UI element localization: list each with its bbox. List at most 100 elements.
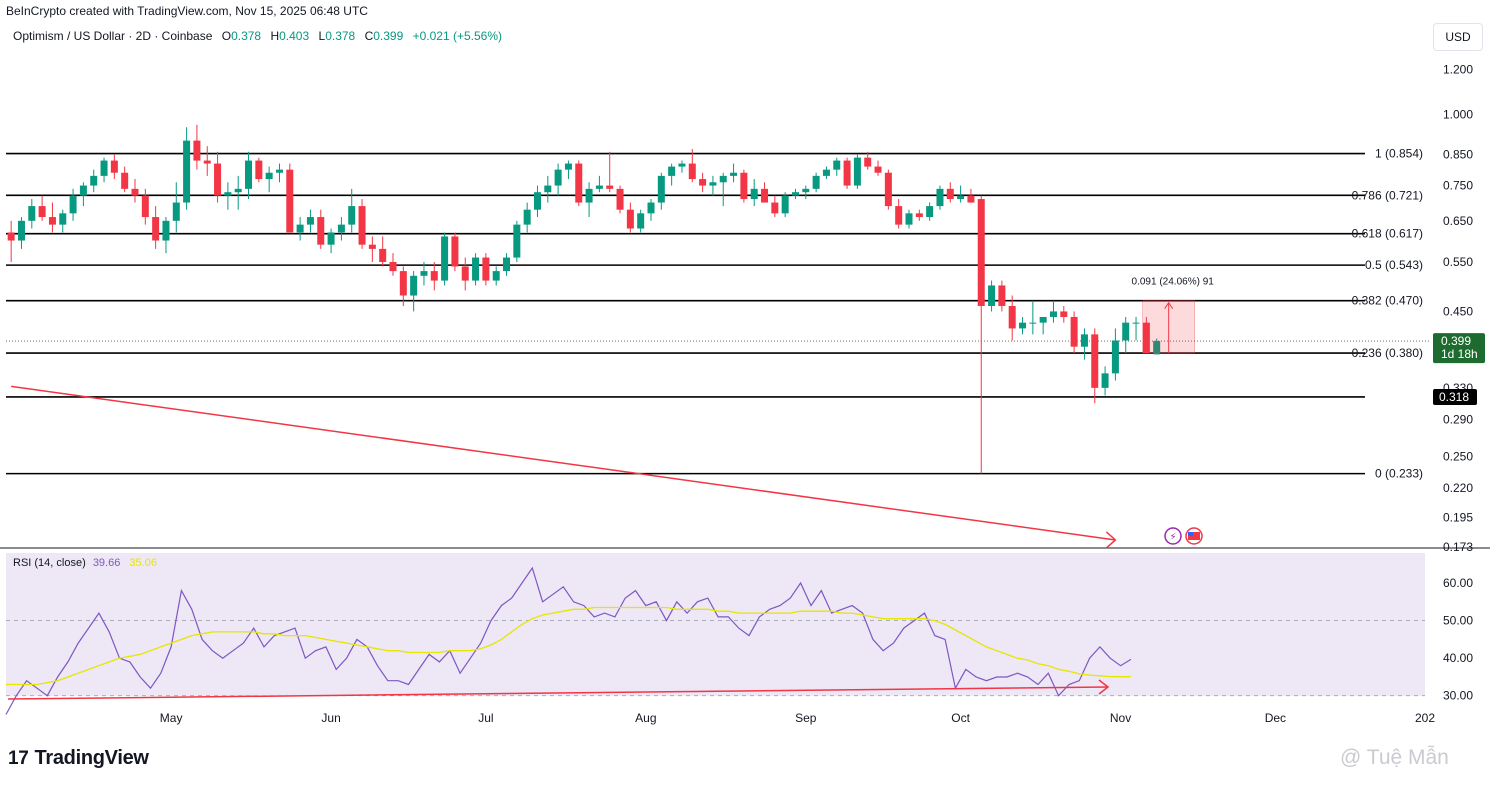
candle-body bbox=[503, 257, 511, 272]
candle-body bbox=[90, 175, 98, 186]
candle-body bbox=[234, 188, 242, 193]
price-axis-tick: 0.850 bbox=[1443, 148, 1473, 162]
candle-body bbox=[430, 271, 438, 281]
candle-body bbox=[141, 195, 149, 218]
price-axis-tick: 0.650 bbox=[1443, 214, 1473, 228]
candle-body bbox=[802, 188, 810, 193]
candle-body bbox=[564, 163, 572, 170]
rsi-trendline bbox=[7, 686, 1109, 700]
candle-body bbox=[513, 224, 521, 258]
candle-body bbox=[275, 169, 283, 173]
candle-body bbox=[183, 140, 191, 203]
candle-body bbox=[915, 213, 923, 218]
time-axis-tick: Sep bbox=[795, 711, 817, 725]
rsi-ma-line bbox=[6, 606, 1131, 686]
candle-body bbox=[1142, 322, 1150, 354]
candle-body bbox=[926, 206, 934, 218]
rsi-axis-tick: 40.00 bbox=[1443, 651, 1473, 665]
fib-level-label: 0.5 (0.543) bbox=[1365, 258, 1423, 272]
candle-body bbox=[203, 160, 211, 164]
candle-body bbox=[1122, 322, 1130, 341]
price-axis-tick: 0.195 bbox=[1443, 511, 1473, 525]
candle-body bbox=[245, 160, 253, 189]
candle-body bbox=[1039, 316, 1047, 323]
candle-body bbox=[709, 182, 717, 186]
currency-button[interactable]: USD bbox=[1433, 23, 1483, 51]
candle-body bbox=[977, 199, 985, 307]
candle-body bbox=[1101, 373, 1109, 388]
candle-body bbox=[523, 209, 531, 225]
candle-body bbox=[668, 166, 676, 176]
candle-body bbox=[853, 157, 861, 186]
time-axis-tick: Aug bbox=[635, 711, 656, 725]
candle-body bbox=[110, 160, 118, 173]
candle-body bbox=[121, 172, 129, 189]
measure-label: 0.091 (24.06%) 91 bbox=[1132, 277, 1215, 288]
price-axis-tick: 1.200 bbox=[1443, 63, 1473, 77]
candle-body bbox=[306, 217, 314, 225]
candle-body bbox=[895, 206, 903, 225]
candle-body bbox=[28, 206, 36, 221]
candle-body bbox=[48, 217, 56, 225]
candle-body bbox=[317, 217, 325, 245]
symbol-legend: Optimism / US Dollar · 2D · Coinbase O 0.… bbox=[13, 29, 502, 43]
rsi-title: RSI (14, close) bbox=[13, 557, 86, 569]
rsi-axis-tick: 30.00 bbox=[1443, 689, 1473, 703]
candle-body bbox=[399, 271, 407, 296]
rsi-line bbox=[5, 566, 1132, 715]
fib-level-label: 1 (0.854) bbox=[1375, 147, 1423, 161]
price-axis-tick: 0.450 bbox=[1443, 304, 1473, 318]
candle-body bbox=[17, 220, 25, 241]
candle-body bbox=[461, 266, 469, 281]
candle-body bbox=[286, 169, 294, 233]
price-axis-tick: 0.750 bbox=[1443, 179, 1473, 193]
candle-body bbox=[255, 160, 263, 180]
candle-body bbox=[967, 195, 975, 203]
candle-body bbox=[1070, 316, 1078, 347]
tradingview-logo[interactable]: 17 TradingView bbox=[8, 747, 149, 770]
time-axis-tick: Jul bbox=[478, 711, 493, 725]
candle-body bbox=[936, 188, 944, 207]
rsi-ma-value: 35.06 bbox=[129, 557, 157, 569]
time-axis-tick: Jun bbox=[321, 711, 340, 725]
candle-body bbox=[740, 172, 748, 200]
candle-body bbox=[379, 248, 387, 262]
candle-body bbox=[69, 195, 77, 214]
us-flag-canton bbox=[1188, 532, 1193, 536]
candle-body bbox=[1019, 322, 1027, 329]
price-axis-tick: 0.250 bbox=[1443, 449, 1473, 463]
candle-body bbox=[699, 179, 707, 186]
watermark: @ Tuệ Mẫn bbox=[1340, 746, 1449, 769]
chart-caption: BeInCrypto created with TradingView.com,… bbox=[6, 4, 368, 18]
candle-body bbox=[750, 188, 758, 200]
rsi-axis-tick: 50.00 bbox=[1443, 614, 1473, 628]
candle-body bbox=[957, 195, 965, 200]
time-axis-tick: Nov bbox=[1110, 711, 1131, 725]
candle-body bbox=[771, 202, 779, 214]
candle-body bbox=[224, 192, 232, 196]
candle-body bbox=[327, 232, 335, 245]
low-value: 0.378 bbox=[325, 29, 356, 43]
current-price-value: 0.399 bbox=[1441, 334, 1471, 348]
us-flag-stripes bbox=[1188, 532, 1200, 540]
candle-body bbox=[874, 166, 882, 173]
candle-body bbox=[368, 244, 376, 249]
candle-body bbox=[595, 185, 603, 189]
candle-body bbox=[214, 163, 222, 196]
candle-body bbox=[946, 188, 954, 200]
candle-body bbox=[38, 206, 46, 218]
price-axis-tick: 1.000 bbox=[1443, 108, 1473, 122]
candle-body bbox=[637, 213, 645, 229]
rsi-band bbox=[6, 553, 1425, 696]
candle-body bbox=[420, 271, 428, 276]
open-label: O bbox=[221, 29, 232, 43]
candle-body bbox=[1060, 311, 1068, 317]
rsi-value: 39.66 bbox=[92, 557, 121, 569]
symbol-name: Optimism / US Dollar · 2D · Coinbase bbox=[13, 29, 213, 43]
change-value: +0.021 (+5.56%) bbox=[412, 29, 503, 43]
time-axis-tick: May bbox=[160, 711, 183, 725]
candle-body bbox=[791, 192, 799, 196]
candle-body bbox=[152, 217, 160, 241]
candle-body bbox=[884, 172, 892, 207]
